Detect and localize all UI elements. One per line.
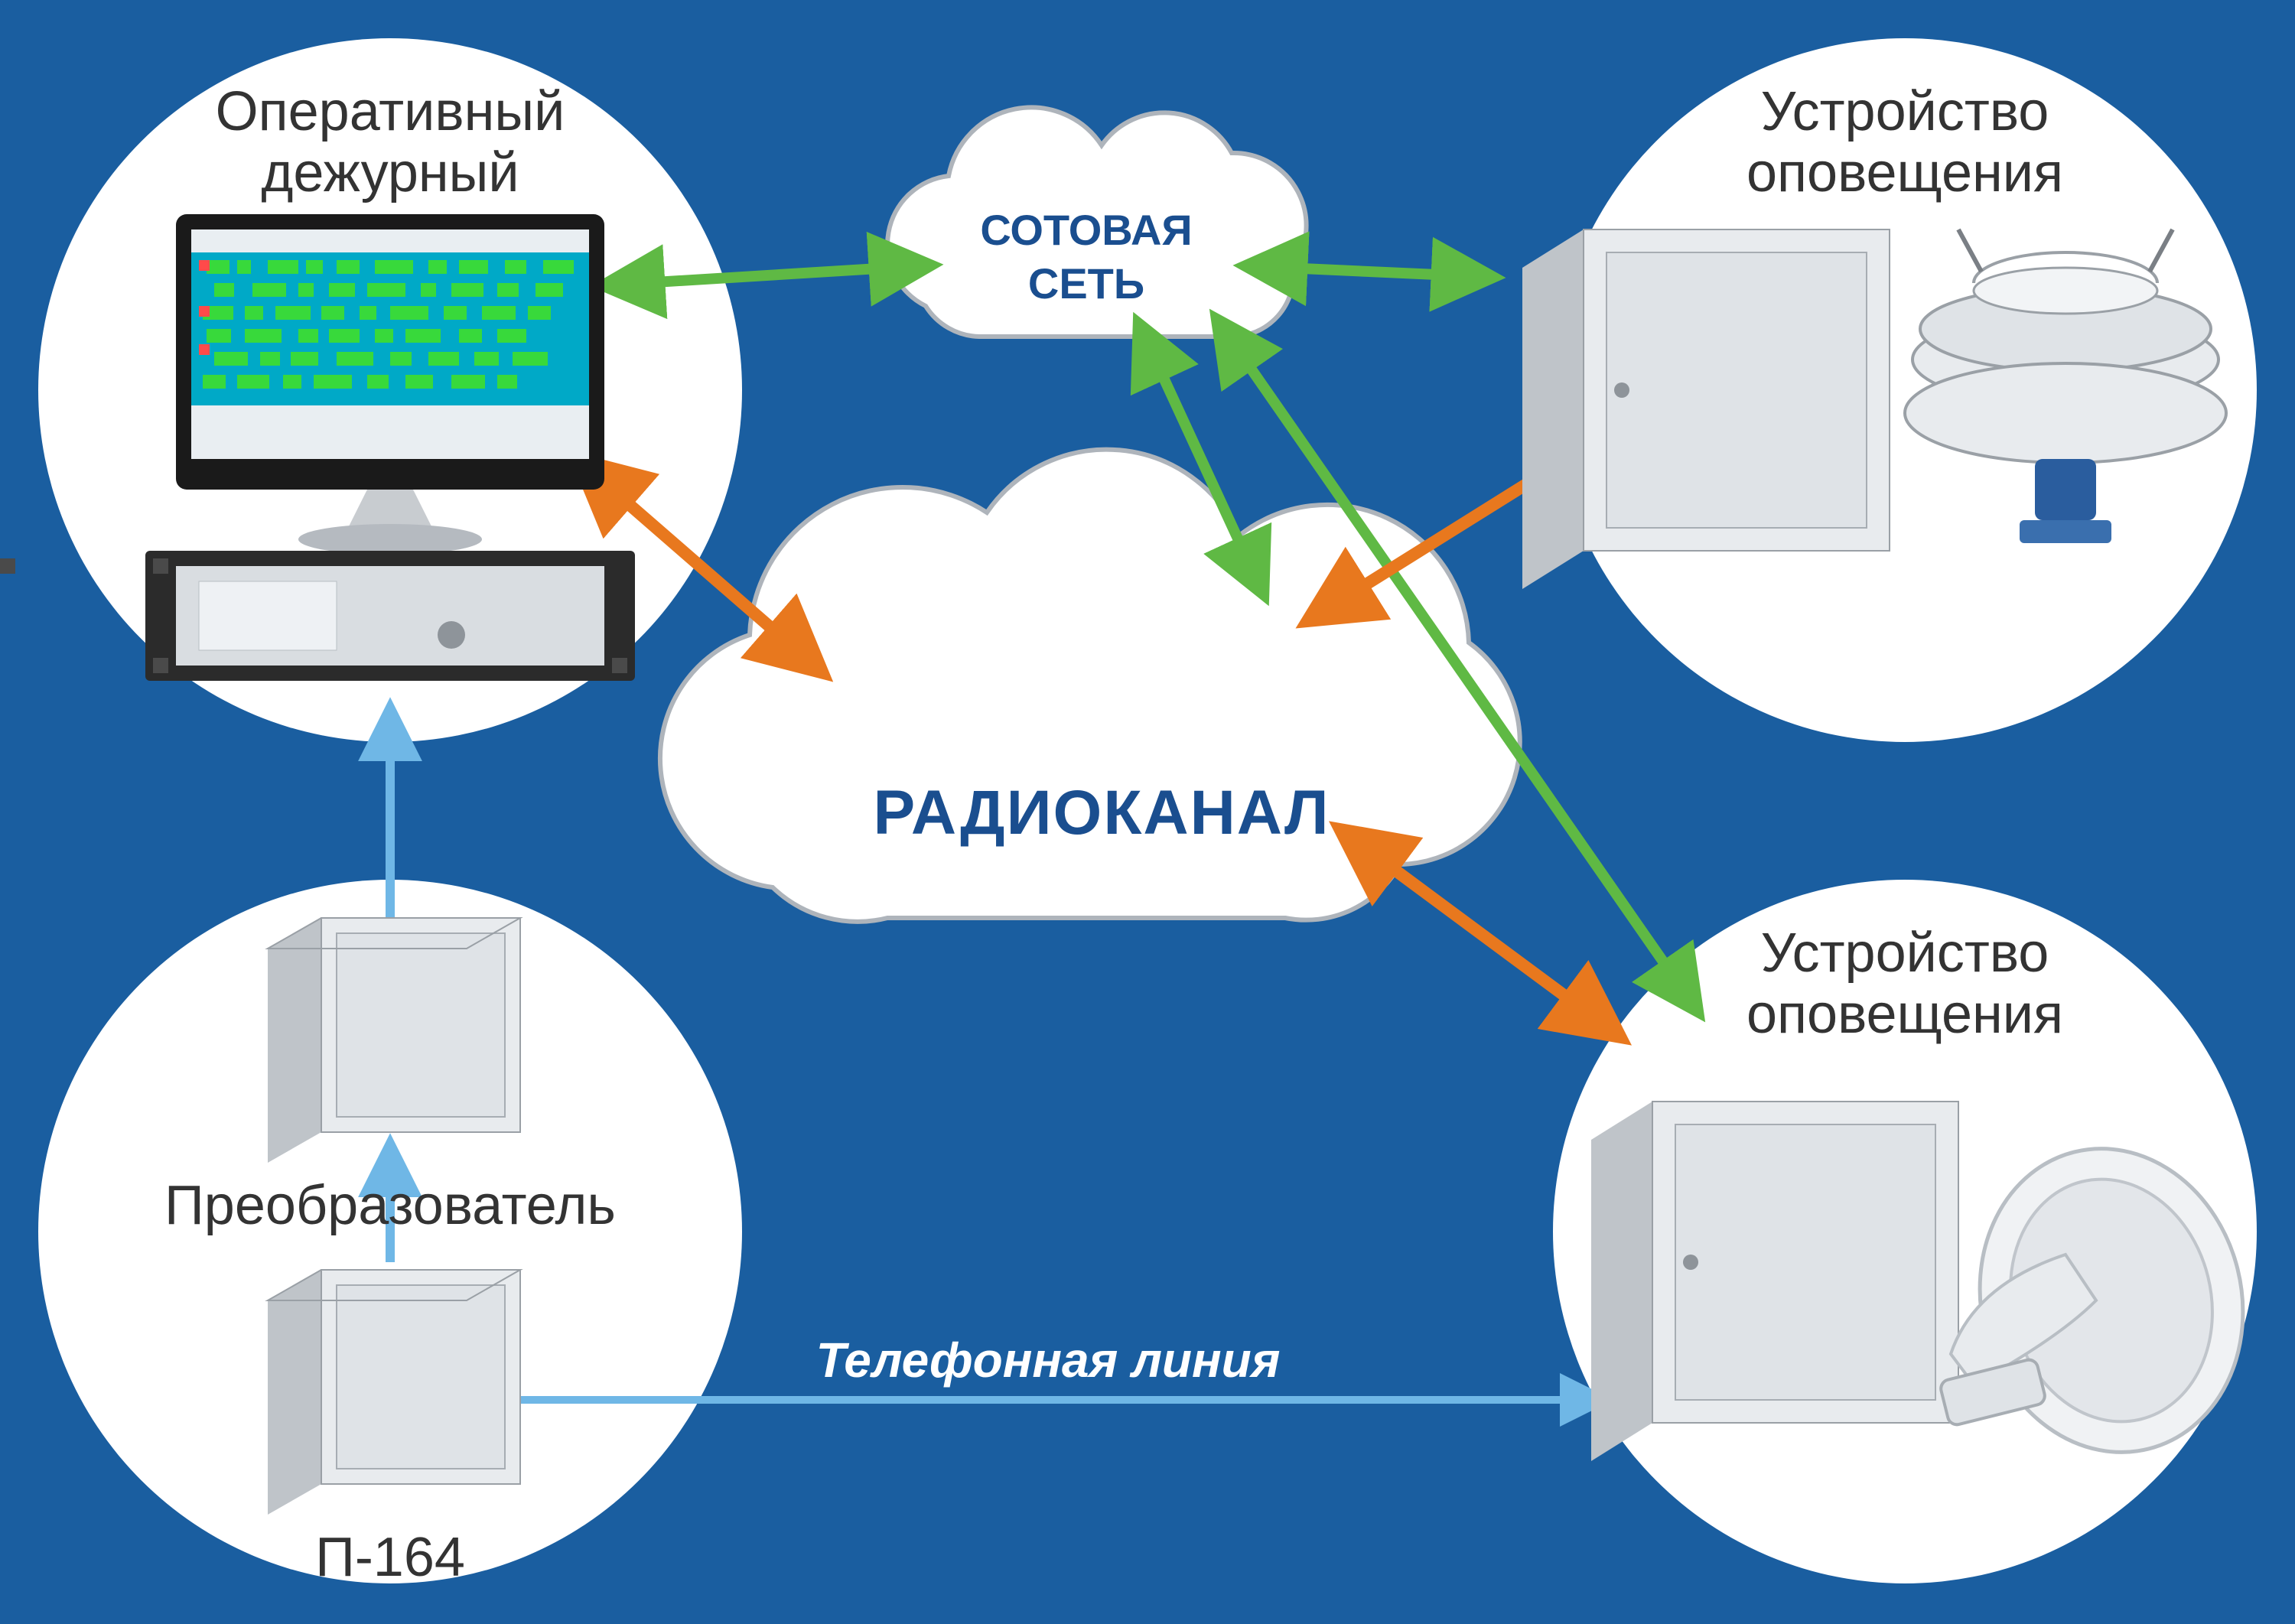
operator-label-l1: Оперативный (216, 81, 565, 142)
device-bottom-label-l2: оповещения (1746, 984, 2063, 1045)
edge-cell-devT (1285, 268, 1454, 275)
device-top-label-l2: оповещения (1746, 142, 2063, 203)
device-bottom-label-l1: Устройство (1761, 923, 2049, 984)
device-top-box-icon (1522, 229, 1890, 589)
converter-label: Преобразователь (164, 1175, 616, 1236)
p164-label: П-164 (315, 1527, 465, 1588)
operator-label-l2: дежурный (261, 142, 519, 203)
diagram-canvas: СОТОВАЯ СЕТЬ РАДИОКАНАЛ Телефонная линия… (0, 0, 2295, 1624)
cloud-cellular-label-l1: СОТОВАЯ (980, 206, 1192, 254)
device-top-label-l1: Устройство (1761, 81, 2049, 142)
p164-box-icon (268, 1270, 520, 1515)
cloud-radio-label: РАДИОКАНАЛ (873, 778, 1330, 848)
device-bottom-box-icon (1591, 1102, 1958, 1461)
edge-phone-label: Телефонная линия (816, 1333, 1281, 1388)
cloud-cellular-label-l2: СЕТЬ (1028, 259, 1144, 308)
converter-box-icon (268, 918, 520, 1163)
